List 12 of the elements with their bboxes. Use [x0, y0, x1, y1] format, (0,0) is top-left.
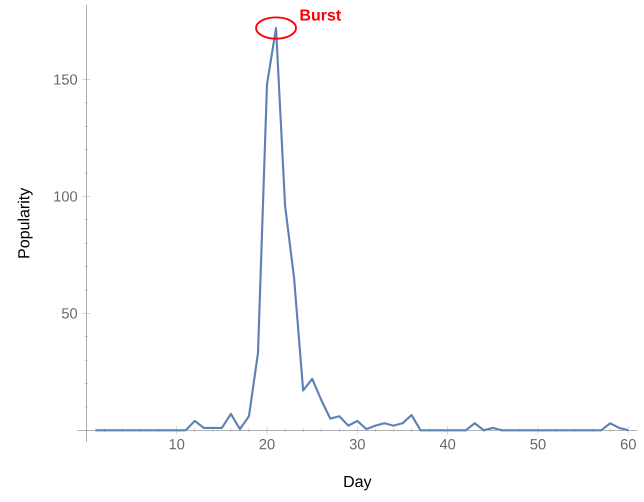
x-tick-label: 20 — [260, 439, 275, 450]
x-tick-label: 10 — [170, 439, 184, 450]
x-tick-label: 40 — [440, 439, 456, 450]
y-tick-label: 100 — [54, 191, 78, 202]
y-tick-label: 150 — [54, 74, 78, 85]
x-axis-title: Day — [344, 476, 372, 490]
x-tick-label: 60 — [620, 439, 636, 450]
x-tick-label: 50 — [530, 439, 546, 450]
y-axis-title: Popularity — [18, 188, 33, 258]
y-tick-label: 50 — [62, 308, 78, 319]
annotation: Burst — [300, 10, 341, 21]
x-tick-label: 30 — [350, 439, 365, 450]
